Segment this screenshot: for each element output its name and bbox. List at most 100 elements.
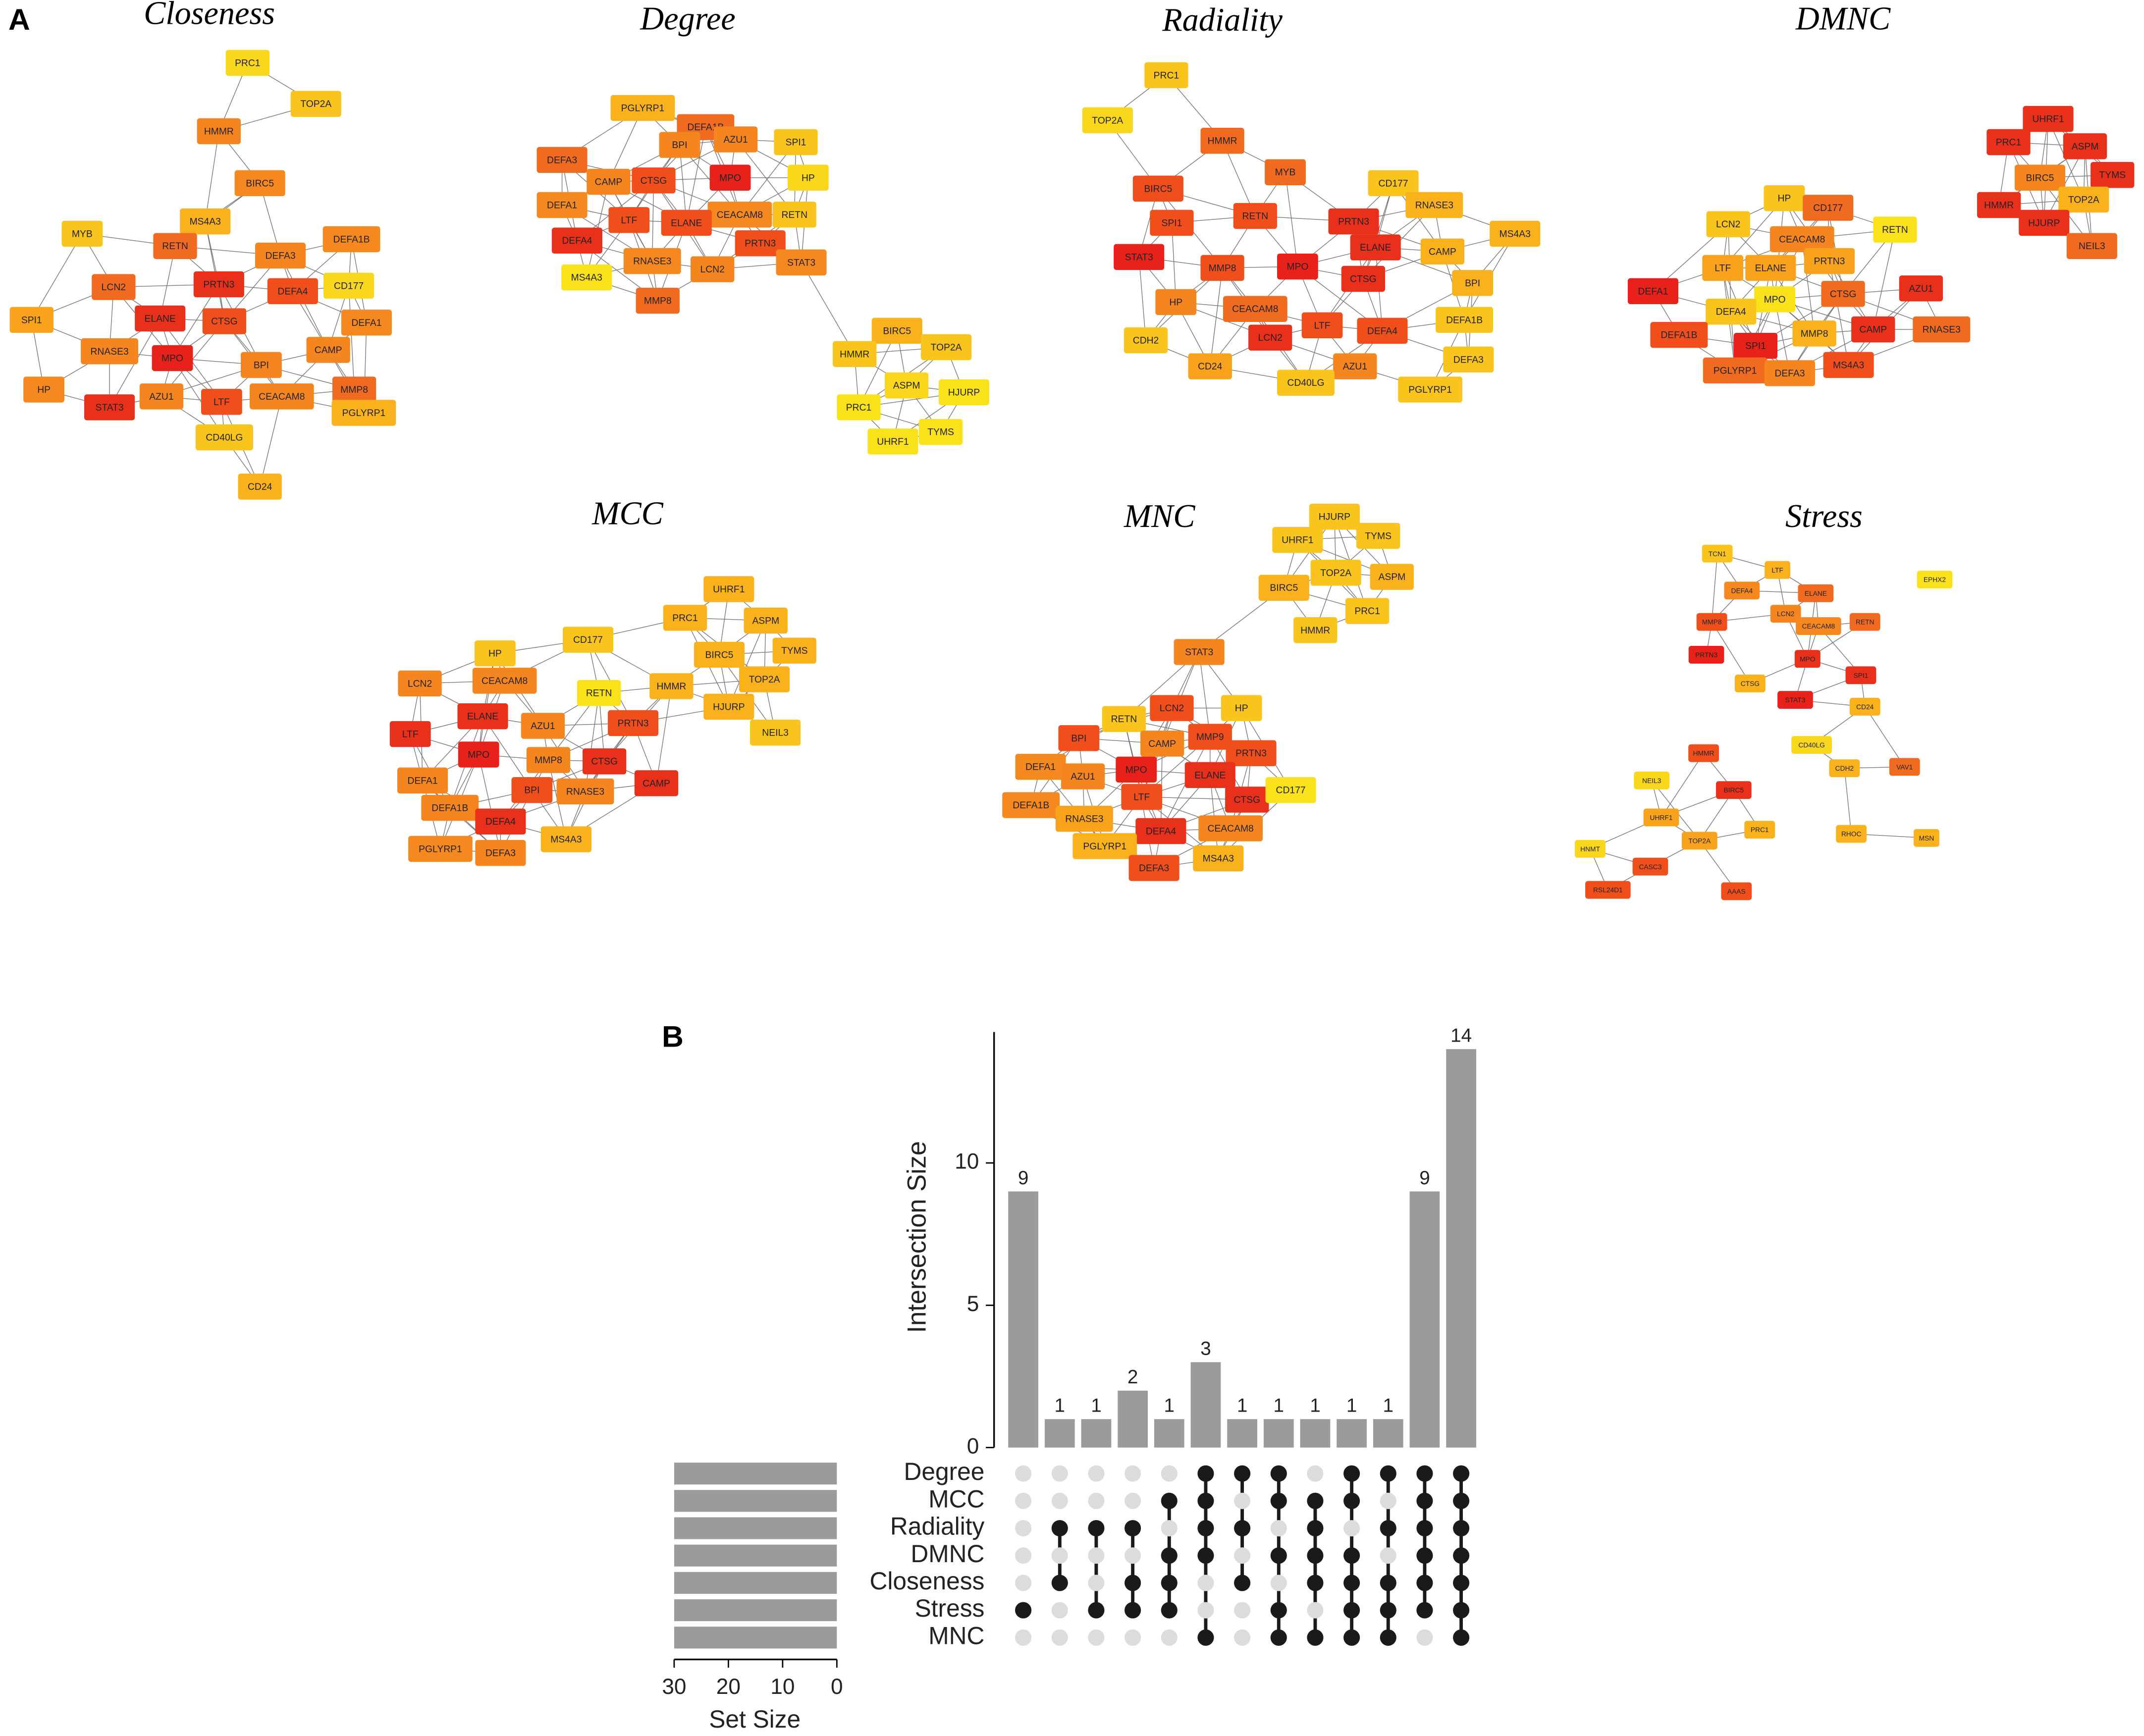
node bbox=[1769, 226, 1834, 253]
node bbox=[691, 256, 735, 282]
edge bbox=[1661, 753, 1704, 818]
bar bbox=[1227, 1419, 1257, 1448]
node-label: MPO bbox=[1286, 262, 1308, 272]
node-label: MMP8 bbox=[535, 755, 562, 766]
node-label: MPO bbox=[1800, 655, 1816, 663]
node-label: PRC1 bbox=[1996, 137, 2021, 148]
node bbox=[1721, 882, 1752, 900]
node bbox=[703, 693, 754, 720]
edge bbox=[172, 358, 225, 438]
node-label: MMP9 bbox=[1196, 732, 1224, 742]
node bbox=[659, 132, 700, 158]
value-label: 1 bbox=[1310, 1395, 1320, 1417]
matrix-dot bbox=[1015, 1575, 1032, 1591]
set-size-bar bbox=[674, 1627, 837, 1649]
node bbox=[871, 317, 922, 344]
node bbox=[2063, 133, 2107, 159]
x-tick-label: 30 bbox=[662, 1675, 686, 1699]
node-label: CD24 bbox=[248, 482, 272, 492]
node bbox=[526, 747, 571, 773]
node bbox=[1791, 736, 1832, 754]
node bbox=[1794, 650, 1821, 668]
set-name: Degree bbox=[904, 1458, 984, 1485]
edge bbox=[259, 396, 282, 487]
node bbox=[1128, 855, 1179, 881]
node bbox=[1301, 312, 1343, 339]
node bbox=[1734, 674, 1766, 692]
node bbox=[1650, 321, 1708, 348]
node bbox=[1889, 758, 1920, 776]
node-label: RETN bbox=[781, 210, 807, 220]
node bbox=[776, 249, 827, 276]
node bbox=[1221, 695, 1262, 721]
y-tick-label: 0 bbox=[967, 1434, 979, 1458]
node bbox=[1724, 581, 1760, 600]
node bbox=[1420, 238, 1465, 265]
node-label: AZU1 bbox=[1909, 284, 1933, 294]
node-label: CTSG bbox=[1830, 289, 1857, 300]
matrix-dot bbox=[1380, 1520, 1396, 1537]
bar bbox=[1044, 1419, 1075, 1448]
matrix-dot bbox=[1161, 1602, 1178, 1619]
node-label: DEFA3 bbox=[547, 155, 577, 165]
node-label: ELANE bbox=[1805, 590, 1827, 597]
node-label: MMP8 bbox=[1209, 263, 1236, 273]
node-label: AAAS bbox=[1727, 888, 1746, 895]
node bbox=[234, 170, 285, 197]
node-label: CEACAM8 bbox=[1779, 234, 1825, 245]
node bbox=[694, 641, 745, 668]
node bbox=[2090, 162, 2135, 188]
node bbox=[408, 836, 473, 862]
node-label: ELANE bbox=[467, 712, 498, 722]
node-label: BIRC5 bbox=[883, 326, 911, 336]
node bbox=[1706, 211, 1750, 237]
bar bbox=[1118, 1390, 1148, 1448]
node-label: LTF bbox=[214, 397, 230, 408]
node bbox=[1200, 255, 1244, 281]
node bbox=[1765, 561, 1791, 579]
node bbox=[1174, 639, 1225, 665]
node bbox=[587, 168, 631, 195]
node bbox=[1121, 784, 1163, 810]
node bbox=[1688, 744, 1719, 762]
bar bbox=[1373, 1419, 1403, 1448]
node-label: DEFA1 bbox=[1025, 762, 1056, 773]
node-label: BIRC5 bbox=[246, 178, 274, 189]
node-label: AZU1 bbox=[723, 135, 748, 145]
node bbox=[2023, 105, 2074, 132]
node bbox=[1223, 296, 1287, 322]
node-label: RHOC bbox=[1841, 831, 1862, 838]
node bbox=[1265, 159, 1306, 185]
node-label: CD24 bbox=[1856, 703, 1874, 711]
node-label: UHRF1 bbox=[1650, 814, 1673, 821]
node-label: CTSG bbox=[591, 757, 618, 767]
node-label: PGLYRP1 bbox=[1408, 385, 1452, 395]
node-label: CEACAM8 bbox=[1232, 304, 1278, 315]
node bbox=[341, 310, 392, 336]
node-label: LTF bbox=[621, 215, 637, 226]
node bbox=[1899, 275, 1943, 302]
node-label: HP bbox=[1777, 194, 1791, 204]
node-label: UHRF1 bbox=[1282, 535, 1313, 546]
node bbox=[1823, 352, 1874, 378]
matrix-dot bbox=[1161, 1629, 1178, 1646]
node bbox=[636, 287, 680, 314]
network: DMNC UHRF1 PRC1 ASPM TYMS BIRC5 HP CD177 TOP2A HM… bbox=[1627, 0, 2135, 386]
node bbox=[290, 91, 341, 117]
set-name: Stress bbox=[915, 1594, 985, 1622]
edge bbox=[1844, 768, 1852, 834]
matrix-dot bbox=[1051, 1602, 1068, 1619]
edge bbox=[1138, 257, 1146, 341]
node-label: UHRF1 bbox=[713, 584, 745, 595]
node-label: PGLYRP1 bbox=[621, 104, 665, 114]
node-label: LCN2 bbox=[1258, 333, 1283, 343]
node bbox=[1345, 598, 1390, 624]
node bbox=[649, 673, 694, 699]
bar bbox=[1190, 1362, 1221, 1448]
value-label: 2 bbox=[1127, 1367, 1138, 1388]
node-label: TYMS bbox=[781, 646, 808, 656]
node-label: DEFA3 bbox=[1774, 368, 1805, 379]
network-title: DMNC bbox=[1795, 0, 1891, 37]
edges bbox=[1590, 553, 1927, 892]
node-label: AZU1 bbox=[1071, 772, 1095, 782]
